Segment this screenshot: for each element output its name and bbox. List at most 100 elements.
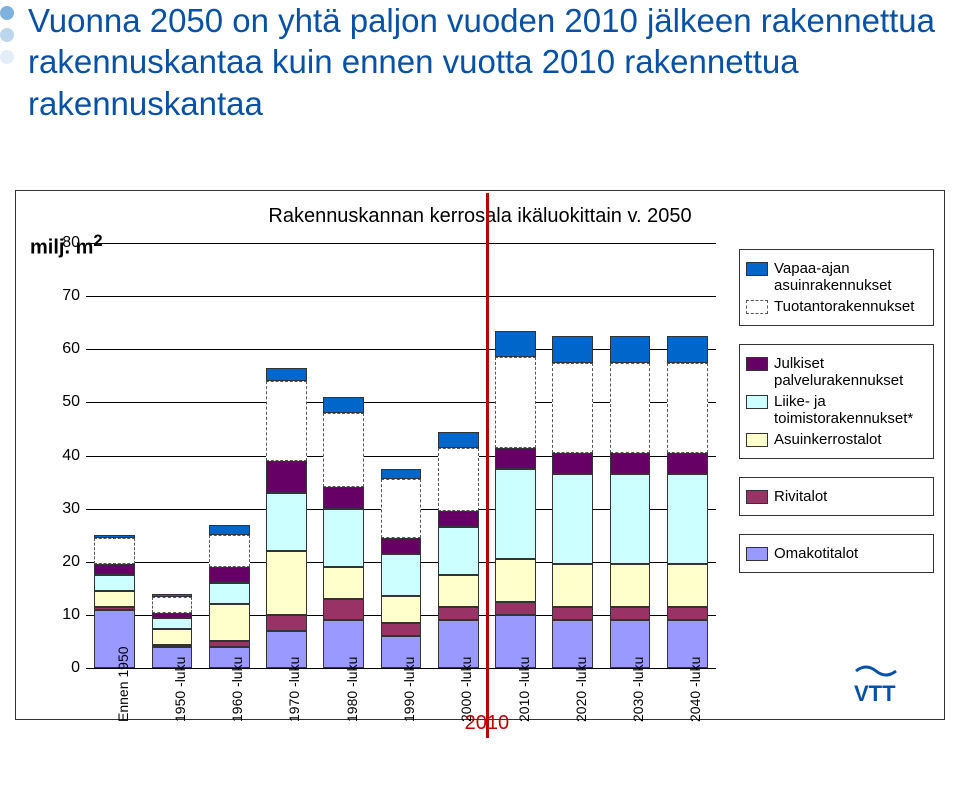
- bar-segment: [495, 331, 536, 358]
- bar-segment: [438, 527, 479, 575]
- svg-text:VTT: VTT: [854, 681, 896, 705]
- bullet-icon: [0, 50, 14, 64]
- bar-segment: [152, 597, 193, 613]
- bar-segment: [209, 567, 250, 583]
- chart-container: Rakennuskannan kerrosala ikäluokittain v…: [15, 190, 945, 720]
- bar-segment: [552, 453, 593, 474]
- bar-segment: [552, 564, 593, 607]
- x-tick-label: 1980 -luku: [344, 672, 360, 722]
- bullet-icon: [0, 28, 14, 42]
- bar-column: [381, 469, 422, 668]
- bar-segment: [610, 453, 651, 474]
- bar-column: [266, 368, 307, 668]
- legend-label: Tuotantorakennukset: [774, 298, 914, 315]
- bar-segment: [209, 583, 250, 604]
- bar-segment: [266, 615, 307, 631]
- title-bullets: [0, 6, 14, 64]
- vtt-logo: VTT: [854, 665, 924, 705]
- legend-swatch: [746, 433, 768, 447]
- x-tick-label: 2010 -luku: [516, 672, 532, 722]
- bar-column: [323, 397, 364, 668]
- bar-segment: [552, 474, 593, 564]
- bar-column: [438, 432, 479, 668]
- y-tick-label: 70: [62, 287, 80, 305]
- legend-swatch: [746, 262, 768, 276]
- bar-segment: [495, 357, 536, 447]
- bar-segment: [438, 607, 479, 620]
- bar-segment: [552, 336, 593, 363]
- bar-segment: [438, 448, 479, 512]
- bar-segment: [667, 336, 708, 363]
- legend-swatch: [746, 300, 768, 314]
- bar-column: [667, 336, 708, 668]
- legend-swatch: [746, 357, 768, 371]
- bar-segment: [381, 538, 422, 554]
- legend-label: Asuinkerrostalot: [774, 431, 882, 448]
- bar-segment: [667, 607, 708, 620]
- y-tick-label: 20: [62, 553, 80, 571]
- legend-label: Liike- ja toimistorakennukset*: [774, 393, 927, 427]
- bar-segment: [266, 368, 307, 381]
- bar-segment: [152, 629, 193, 645]
- bar-segment: [94, 591, 135, 607]
- bar-segment: [266, 381, 307, 461]
- marker-2010-line: [486, 193, 489, 738]
- bar-column: [209, 525, 250, 668]
- bar-segment: [381, 623, 422, 636]
- bar-column: [610, 336, 651, 668]
- bar-segment: [323, 509, 364, 567]
- bar-segment: [610, 564, 651, 607]
- bar-segment: [667, 363, 708, 453]
- bar-segment: [152, 618, 193, 629]
- bar-segment: [610, 363, 651, 453]
- x-tick-label: 1960 -luku: [229, 672, 245, 722]
- bar-segment: [209, 525, 250, 536]
- bar-segment: [438, 575, 479, 607]
- page-title: Vuonna 2050 on yhtä paljon vuoden 2010 j…: [28, 0, 950, 124]
- bar-segment: [94, 564, 135, 575]
- bar-segment: [438, 432, 479, 448]
- bar-segment: [266, 461, 307, 493]
- x-tick-label: 2030 -luku: [630, 672, 646, 722]
- bar-column: [552, 336, 593, 668]
- bullet-icon: [0, 6, 14, 20]
- x-tick-label: Ennen 1950: [115, 672, 131, 722]
- legend-label: Rivitalot: [774, 488, 827, 505]
- x-tick-label: 2040 -luku: [687, 672, 703, 722]
- x-tick-label: 1970 -luku: [286, 672, 302, 722]
- y-tick-label: 40: [62, 447, 80, 465]
- bar-segment: [495, 602, 536, 615]
- bar-segment: [381, 469, 422, 480]
- legend-item: Liike- ja toimistorakennukset*: [746, 393, 927, 427]
- legend-group: Omakotitalot: [739, 534, 934, 573]
- legend-group: Julkiset palvelurakennukset Liike- ja toi…: [739, 344, 934, 459]
- bar-segment: [209, 604, 250, 641]
- legend-item: Julkiset palvelurakennukset: [746, 355, 927, 389]
- legend: Vapaa-ajan asuinrakennukset Tuotantoraken…: [739, 249, 934, 591]
- y-tick-label: 30: [62, 500, 80, 518]
- bar-segment: [323, 487, 364, 508]
- bar-segment: [323, 599, 364, 620]
- y-tick-label: 60: [62, 340, 80, 358]
- bar-segment: [610, 336, 651, 363]
- bar-segment: [610, 607, 651, 620]
- bar-segment: [495, 469, 536, 559]
- legend-label: Omakotitalot: [774, 545, 858, 562]
- legend-item: Rivitalot: [746, 488, 927, 505]
- bar-segment: [552, 363, 593, 453]
- x-tick-label: 1950 -luku: [172, 672, 188, 722]
- bar-segment: [438, 511, 479, 527]
- bar-segment: [667, 564, 708, 607]
- bar-segment: [381, 596, 422, 623]
- legend-item: Omakotitalot: [746, 545, 927, 562]
- legend-item: Asuinkerrostalot: [746, 431, 927, 448]
- legend-swatch: [746, 395, 768, 409]
- chart-title: Rakennuskannan kerrosala ikäluokittain v…: [16, 205, 944, 228]
- bar-segment: [381, 554, 422, 597]
- bar-segment: [209, 535, 250, 567]
- bar-segment: [323, 397, 364, 413]
- bar-segment: [266, 551, 307, 615]
- y-tick-label: 50: [62, 393, 80, 411]
- legend-item: Tuotantorakennukset: [746, 298, 927, 315]
- legend-label: Vapaa-ajan asuinrakennukset: [774, 260, 927, 294]
